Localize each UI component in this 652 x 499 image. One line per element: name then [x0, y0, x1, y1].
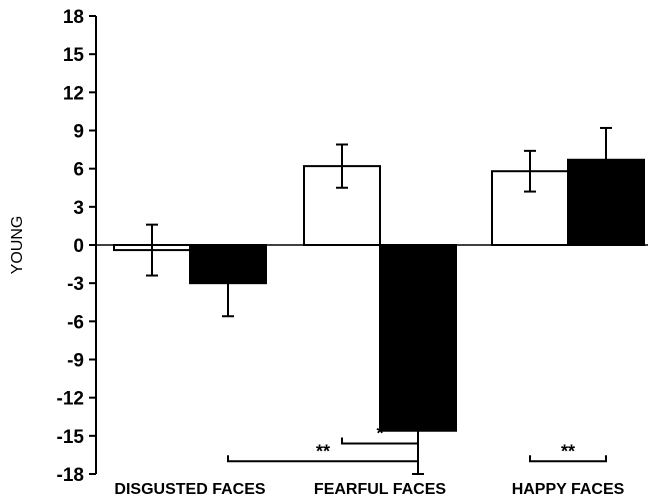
significance-label: ** [316, 441, 330, 461]
y-tick-label: 6 [73, 160, 84, 181]
significance-label: * [376, 423, 383, 443]
y-tick-label: -6 [67, 312, 84, 333]
bars [114, 160, 644, 431]
category-label: DISGUSTED FACES [114, 481, 265, 498]
y-tick-label: 12 [63, 83, 84, 104]
y-tick-label: 18 [63, 7, 84, 28]
significance-label: ** [561, 441, 575, 461]
y-tick-label: 9 [73, 122, 84, 143]
category-labels: DISGUSTED FACES FEARFUL FACES HAPPY FACES [114, 481, 624, 498]
y-tick-label: -12 [57, 389, 84, 410]
y-tick-label: 15 [63, 45, 85, 66]
category-label: HAPPY FACES [512, 481, 625, 498]
y-tick-label: 3 [73, 198, 84, 219]
y-tick-label: -9 [67, 351, 84, 372]
y-tick-label: -3 [67, 274, 84, 295]
y-tick-label: -15 [57, 427, 85, 448]
y-tick-label: -18 [57, 465, 84, 486]
y-tick-label: 0 [73, 236, 84, 257]
y-tick-labels: 18 15 12 9 6 3 0 -3 -6 -9 -12 -15 -18 [57, 7, 85, 486]
category-label: FEARFUL FACES [314, 481, 446, 498]
y-axis-title: YOUNG [9, 216, 26, 275]
